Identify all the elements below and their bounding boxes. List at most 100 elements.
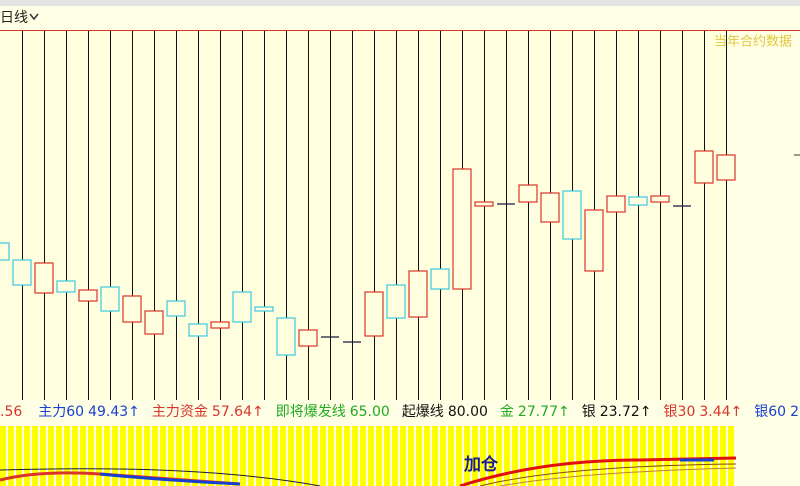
top-strip bbox=[0, 0, 800, 6]
volume-bar bbox=[152, 426, 158, 486]
volume-bar bbox=[192, 426, 198, 486]
volume-bar bbox=[224, 426, 230, 486]
indicator-label: 主力60 bbox=[38, 404, 85, 420]
indicator-value: 3.44↑ bbox=[699, 404, 743, 420]
dropdown-icon[interactable] bbox=[28, 12, 40, 22]
volume-bar bbox=[144, 426, 150, 486]
candle-body bbox=[122, 295, 142, 323]
volume-bar bbox=[232, 426, 238, 486]
volume-bar bbox=[608, 426, 614, 486]
volume-bar bbox=[320, 426, 326, 486]
volume-bar bbox=[552, 426, 558, 486]
indicator-value: 57.64↑ bbox=[211, 404, 264, 420]
indicator-value: 80.00 bbox=[447, 404, 488, 420]
indicator-value: 2.24↑ bbox=[790, 404, 800, 420]
volume-bar bbox=[616, 426, 622, 486]
indicator: 银30 3.44↑ bbox=[664, 404, 747, 420]
candle-body bbox=[254, 306, 274, 312]
toolbar: 日线 bbox=[0, 6, 800, 30]
indicator: 起爆线 80.00 bbox=[402, 404, 492, 420]
volume-bar bbox=[32, 426, 38, 486]
line bbox=[99, 472, 241, 486]
volume-bar bbox=[72, 426, 78, 486]
indicator-value: 27.77↑ bbox=[517, 404, 570, 420]
volume-bar bbox=[184, 426, 190, 486]
period[interactable]: 日线 bbox=[0, 10, 28, 26]
candle-body bbox=[518, 184, 538, 203]
indicator: 主力资金 57.64↑ bbox=[152, 404, 268, 420]
volume-bar bbox=[280, 426, 286, 486]
candle-body bbox=[606, 195, 626, 213]
volume-bar bbox=[720, 426, 726, 486]
plot-bg bbox=[0, 30, 728, 400]
volume-bar bbox=[136, 426, 142, 486]
indicator: 银 23.72↑ bbox=[582, 404, 656, 420]
annotation: 当年合约数据 bbox=[714, 35, 792, 50]
volume-bar bbox=[368, 426, 374, 486]
indicator-label: .56 bbox=[0, 404, 23, 420]
volume-bar bbox=[104, 426, 110, 486]
volume-bar bbox=[472, 426, 478, 486]
candle-body bbox=[100, 286, 120, 312]
candle-body bbox=[474, 201, 494, 207]
candle-body bbox=[540, 192, 560, 223]
candle-body bbox=[78, 289, 98, 302]
indicator: 即将爆发线 65.00 bbox=[276, 404, 394, 420]
volume-bar bbox=[256, 426, 262, 486]
volume-bar bbox=[160, 426, 166, 486]
volume-bar bbox=[592, 426, 598, 486]
volume-bar bbox=[400, 426, 406, 486]
indicator-value: 49.43↑ bbox=[88, 404, 140, 420]
period-selector[interactable]: 日线 bbox=[0, 10, 40, 26]
volume-bar bbox=[656, 426, 662, 486]
volume-bar bbox=[696, 426, 702, 486]
volume-bar bbox=[296, 426, 302, 486]
candle-body bbox=[210, 321, 230, 329]
volume-bar bbox=[304, 426, 310, 486]
volume-bar bbox=[424, 426, 430, 486]
indicator-label: 银 bbox=[581, 404, 596, 420]
volume-bar bbox=[392, 426, 398, 486]
volume-bar bbox=[16, 426, 22, 486]
volume-bar bbox=[520, 426, 526, 486]
volume-bar bbox=[640, 426, 646, 486]
volume-bar bbox=[448, 426, 454, 486]
volume-bar bbox=[456, 426, 462, 486]
candle-body bbox=[408, 270, 428, 318]
volume-bar bbox=[672, 426, 678, 486]
candle-body bbox=[650, 195, 670, 203]
volume-bar bbox=[272, 426, 278, 486]
volume-bar bbox=[408, 426, 414, 486]
volume-bar bbox=[688, 426, 694, 486]
volume-bar bbox=[648, 426, 654, 486]
volume-bar bbox=[96, 426, 102, 486]
bottom-panel: 加仓 bbox=[0, 426, 737, 486]
candle-body bbox=[584, 209, 604, 272]
indicator-label: 主力资金 bbox=[151, 404, 208, 420]
volume-bar bbox=[704, 426, 710, 486]
candle-body bbox=[166, 300, 186, 317]
volume-bar bbox=[168, 426, 174, 486]
volume-bar bbox=[344, 426, 350, 486]
volume-bar bbox=[560, 426, 566, 486]
volume-bar bbox=[176, 426, 182, 486]
volume-bar bbox=[712, 426, 718, 486]
volume-bar bbox=[664, 426, 670, 486]
candle-body bbox=[34, 262, 54, 294]
volume-bar bbox=[464, 426, 470, 486]
candle-body bbox=[276, 317, 296, 356]
indicator-row: .56 主力60 49.43↑ 主力资金 57.64↑ 即将爆发线 65.00 起爆线 80.0… bbox=[0, 402, 800, 422]
candle-body bbox=[694, 150, 714, 184]
volume-bar bbox=[360, 426, 366, 486]
volume-bar bbox=[24, 426, 30, 486]
indicator: 主力60 49.43↑ bbox=[38, 404, 144, 420]
volume-bar bbox=[544, 426, 550, 486]
volume-bar bbox=[384, 426, 390, 486]
candle-body bbox=[56, 280, 76, 293]
line bbox=[479, 463, 737, 486]
indicator-value: 65.00 bbox=[349, 404, 390, 420]
volume-bar bbox=[512, 426, 518, 486]
candle-chart: 当年合约数据 bbox=[0, 30, 800, 400]
indicator-value: 23.72↑ bbox=[599, 404, 652, 420]
volume-bar bbox=[240, 426, 246, 486]
